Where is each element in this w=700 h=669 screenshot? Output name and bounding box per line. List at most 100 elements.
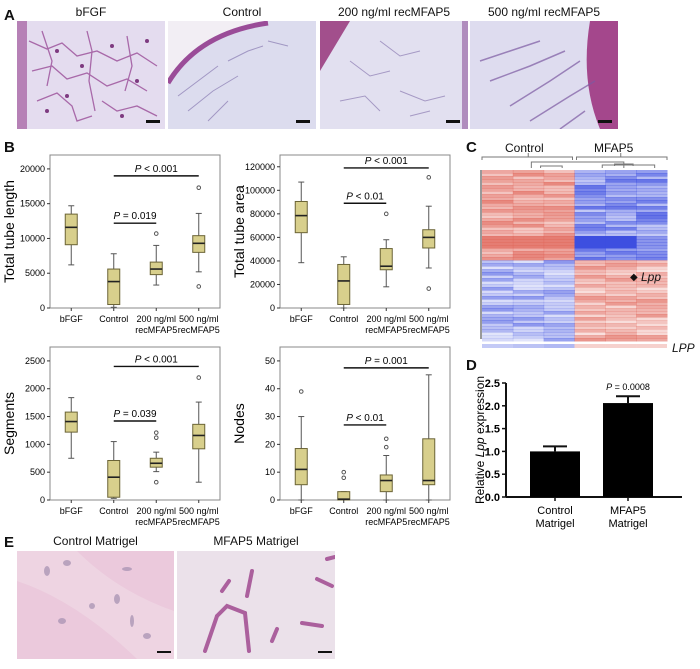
plot-frame <box>279 154 451 309</box>
x-tick-label: Control <box>537 505 572 517</box>
box-1 <box>107 441 121 499</box>
y-tick-label: 5000 <box>25 268 45 278</box>
x-tick-label: Control <box>99 314 128 324</box>
lpp-row-cell <box>543 344 575 348</box>
lpp-row-cell <box>512 344 544 348</box>
plot-frame <box>49 154 221 309</box>
panel-label-a: A <box>4 7 15 24</box>
p-value-label: P < 0.01 <box>346 413 384 424</box>
y-tick-label: 1500 <box>25 412 45 422</box>
dendrogram <box>481 153 668 168</box>
scale-bar <box>296 120 310 123</box>
x-tick-label: Matrigel <box>535 518 574 530</box>
panel-label-e: E <box>4 534 15 551</box>
y-tick-label: 80000 <box>250 209 275 219</box>
image-title-200: 200 ng/ml recMFAP5 <box>337 5 451 19</box>
y-tick-label: 2500 <box>25 356 45 366</box>
heatmap-group-control: Control <box>505 141 544 155</box>
x-tick-label: bFGF <box>60 506 84 516</box>
heatmap-group-mfap5: MFAP5 <box>594 141 634 155</box>
x-tick-label: recMFAP5 <box>135 517 177 527</box>
bar-0 <box>530 451 580 497</box>
micrograph-200ng <box>320 21 468 129</box>
p-value-label: P < 0.001 <box>365 156 409 167</box>
lpp-row-cell <box>574 344 606 348</box>
box-3 <box>192 185 206 289</box>
scale-bar <box>318 651 332 653</box>
x-tick-label: bFGF <box>60 314 84 324</box>
image-title-control-matrigel: Control Matrigel <box>53 534 138 548</box>
x-tick-label: 200 ng/ml <box>136 506 176 516</box>
boxplot-total-tube-length: Total tube length 0 5000 10000 15000 20000 bFG… <box>1 154 221 335</box>
y-tick-label: 0 <box>270 495 275 505</box>
boxplot-segments: Segments 0 500 1000 1500 2000 2500 bFGF Control 2… <box>1 346 221 527</box>
lpp-row-cell <box>636 344 667 348</box>
x-tick-label: bFGF <box>290 506 314 516</box>
x-tick-label: recMFAP5 <box>135 325 177 335</box>
micrograph-control <box>168 21 316 129</box>
scale-bar <box>157 651 171 653</box>
micrograph-mfap5-matrigel <box>177 551 335 659</box>
p-value-label: P = 0.001 <box>365 356 409 367</box>
y-tick-label: 2.5 <box>485 378 500 390</box>
y-tick-label: 120000 <box>245 162 275 172</box>
y-axis-label: Total tube length <box>1 180 17 283</box>
lpp-row-cell <box>482 344 513 348</box>
x-tick-label: recMFAP5 <box>365 325 407 335</box>
p-value-label: P < 0.001 <box>135 354 179 365</box>
p-value-label: P = 0.0008 <box>606 382 650 392</box>
x-tick-label: 200 ng/ml <box>136 314 176 324</box>
box-0 <box>64 397 78 459</box>
image-title-500: 500 ng/ml recMFAP5 <box>487 5 601 19</box>
gene-label-lpp: Lpp <box>641 270 662 284</box>
y-tick-label: 50 <box>265 356 275 366</box>
x-tick-label: MFAP5 <box>610 505 646 517</box>
tissue-texture <box>470 21 618 129</box>
box-2 <box>379 211 393 288</box>
image-title-control: Control <box>222 5 262 19</box>
box-1 <box>337 256 351 309</box>
x-tick-label: 200 ng/ml <box>366 314 406 324</box>
x-tick-label: Matrigel <box>608 518 647 530</box>
panel-label-d: D <box>466 357 477 374</box>
y-tick-label: 60000 <box>250 232 275 242</box>
panel-label-b: B <box>4 139 15 156</box>
x-tick-label: bFGF <box>290 314 314 324</box>
box-3 <box>192 375 206 483</box>
y-tick-label: 500 <box>30 467 45 477</box>
image-title-mfap5-matrigel: MFAP5 Matrigel <box>213 534 299 548</box>
x-tick-label: 500 ng/ml <box>409 314 449 324</box>
p-value-label: P = 0.019 <box>113 211 157 222</box>
x-tick-label: 200 ng/ml <box>366 506 406 516</box>
lpp-row-cell <box>605 344 637 348</box>
y-axis-label: Relative Lpp expression <box>473 376 487 504</box>
y-tick-label: 0 <box>40 303 45 313</box>
row-label-lpp: LPP <box>672 341 695 355</box>
x-tick-label: recMFAP5 <box>408 517 450 527</box>
box-3 <box>422 374 436 501</box>
tissue-texture <box>168 21 316 129</box>
y-tick-label: 1.0 <box>485 446 500 458</box>
micrograph-500ng <box>470 21 618 129</box>
micrograph-control-matrigel <box>17 551 174 659</box>
y-tick-label: 40000 <box>250 256 275 266</box>
y-tick-label: 0.0 <box>485 492 500 504</box>
box-0 <box>64 205 78 266</box>
y-tick-label: 10 <box>265 467 275 477</box>
y-tick-label: 1.5 <box>485 424 500 436</box>
x-tick-label: Control <box>329 506 358 516</box>
y-tick-label: 20000 <box>20 164 45 174</box>
x-tick-label: Control <box>99 506 128 516</box>
scale-bar <box>598 120 612 123</box>
box-3 <box>422 175 436 291</box>
tissue-texture <box>17 21 165 129</box>
y-tick-label: 15000 <box>20 199 45 209</box>
x-tick-label: 500 ng/ml <box>179 314 219 324</box>
x-tick-label: recMFAP5 <box>178 325 220 335</box>
x-tick-label: recMFAP5 <box>408 325 450 335</box>
plot-frame <box>279 346 451 501</box>
y-tick-label: 20000 <box>250 279 275 289</box>
tissue-texture <box>17 551 174 659</box>
box-1 <box>107 253 121 308</box>
